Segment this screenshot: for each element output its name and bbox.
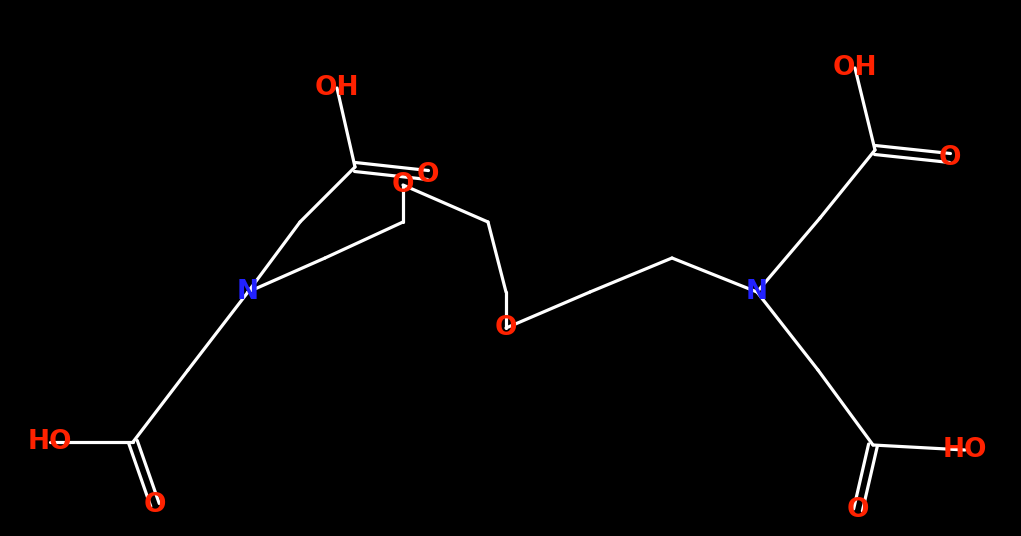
- Text: O: O: [846, 497, 869, 523]
- Text: N: N: [746, 279, 768, 305]
- Text: O: O: [417, 162, 439, 188]
- Text: HO: HO: [28, 429, 72, 455]
- Text: OH: OH: [833, 55, 877, 81]
- Text: N: N: [237, 279, 259, 305]
- Text: O: O: [392, 172, 415, 198]
- Text: OH: OH: [314, 75, 359, 101]
- Text: HO: HO: [942, 437, 987, 463]
- Text: O: O: [495, 315, 518, 341]
- Text: O: O: [938, 145, 961, 171]
- Text: O: O: [144, 492, 166, 518]
